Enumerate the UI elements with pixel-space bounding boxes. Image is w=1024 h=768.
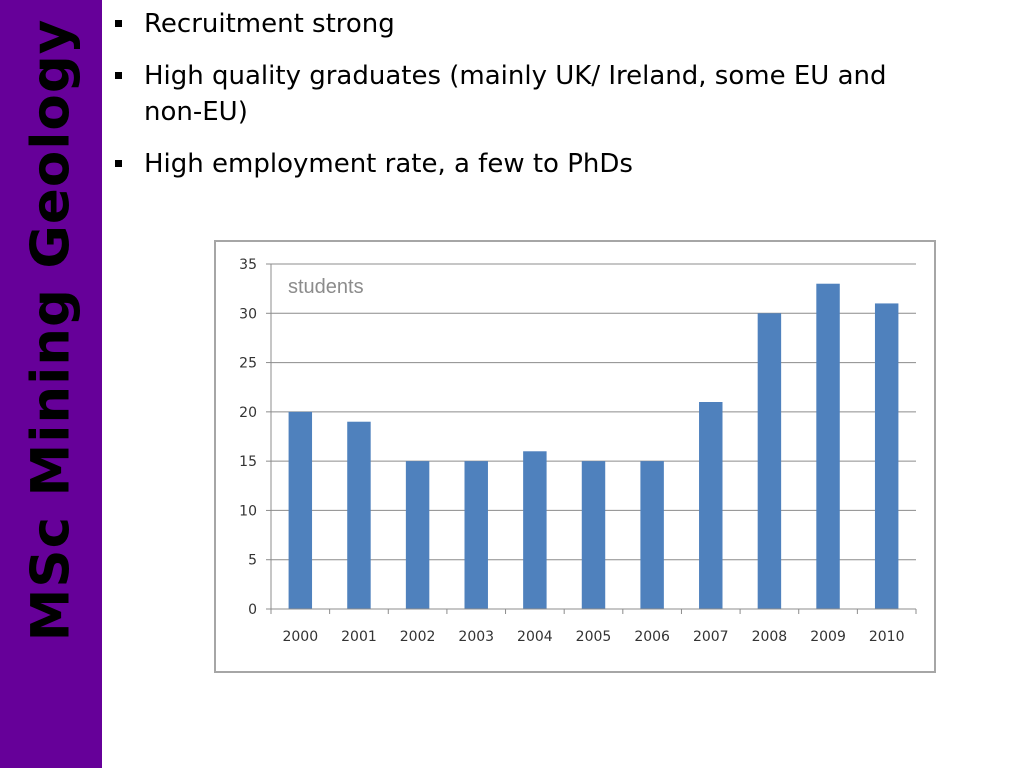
bar-chart: 0 5 10 15 20 25 30 35 2000 2001 2002 2003 2004 2005 20…	[239, 257, 917, 645]
y-tick-label: 5	[248, 553, 257, 569]
chart-frame: 0 5 10 15 20 25 30 35 2000 2001 2002 2003 2004 2005 20…	[214, 240, 936, 673]
y-tick-label: 30	[239, 306, 257, 322]
bullet-square-icon	[115, 72, 122, 79]
bar	[523, 451, 547, 609]
bar	[640, 461, 664, 609]
bullet-list: Recruitment strong High quality graduate…	[112, 6, 952, 198]
bar	[405, 461, 430, 609]
bar	[757, 313, 782, 609]
chart-annotation: students	[288, 276, 364, 298]
bars	[288, 283, 899, 609]
x-tick-label: 2005	[576, 629, 612, 645]
x-tick-label: 2000	[282, 629, 318, 645]
y-tick-label: 15	[239, 454, 257, 470]
x-tick-label: 2001	[341, 629, 377, 645]
x-tick-label: 2003	[458, 629, 494, 645]
y-tick-label: 25	[239, 356, 257, 372]
bar	[816, 283, 840, 609]
bullet-square-icon	[115, 20, 122, 27]
bar	[581, 461, 606, 609]
axes: 0 5 10 15 20 25 30 35 2000 2001 2002 2003 2004 2005 20…	[239, 257, 917, 645]
bullet-square-icon	[115, 160, 122, 167]
y-tick-label: 0	[248, 602, 257, 618]
bullet-item: Recruitment strong	[112, 6, 952, 42]
bar	[874, 303, 899, 609]
bullet-text: Recruitment strong	[144, 9, 395, 39]
slide-title: MSc Mining Geology	[20, 18, 82, 642]
x-tick-label: 2006	[634, 629, 670, 645]
bullet-text: High quality graduates (mainly UK/ Irela…	[144, 61, 887, 127]
x-tick-label: 2007	[693, 629, 729, 645]
bar	[464, 461, 488, 609]
y-tick-label: 35	[239, 257, 257, 273]
bullet-item: High employment rate, a few to PhDs	[112, 146, 952, 182]
bar	[347, 421, 371, 609]
bar	[699, 402, 723, 609]
bullet-item: High quality graduates (mainly UK/ Irela…	[112, 58, 952, 130]
bullet-text: High employment rate, a few to PhDs	[144, 149, 633, 179]
x-tick-label: 2002	[400, 629, 436, 645]
x-tick-label: 2009	[810, 629, 846, 645]
y-tick-label: 10	[239, 503, 257, 519]
x-tick-label: 2004	[517, 629, 553, 645]
bar	[288, 411, 313, 609]
x-tick-label: 2008	[752, 629, 788, 645]
sidebar: MSc Mining Geology	[0, 0, 102, 768]
y-tick-label: 20	[239, 405, 257, 421]
x-tick-label: 2010	[869, 629, 905, 645]
